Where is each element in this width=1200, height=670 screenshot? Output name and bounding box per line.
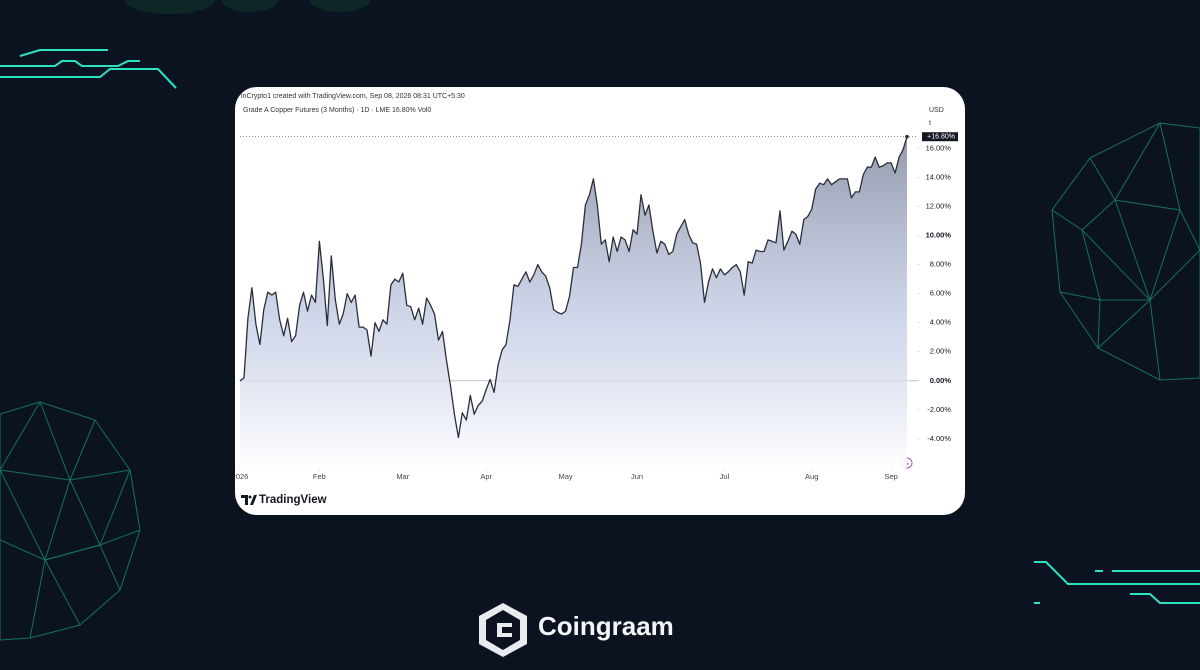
price-line xyxy=(239,136,908,439)
x-tick-label: Mar xyxy=(396,472,409,481)
x-tick-label: 2026 xyxy=(232,472,249,481)
provider-name: TradingView xyxy=(259,494,327,506)
polyhedron-left xyxy=(0,400,141,641)
circuit-right xyxy=(1034,561,1200,604)
circuit-left xyxy=(0,49,177,89)
top-decoration xyxy=(125,0,370,14)
y-tick-label: 10.00% xyxy=(926,231,952,240)
y-tick-label: -2.00% xyxy=(927,405,951,414)
y-tick-label: -4.00% xyxy=(927,434,951,443)
y-tick-label: 4.00% xyxy=(930,318,952,327)
last-point xyxy=(905,134,909,139)
x-tick-label: Feb xyxy=(313,472,326,481)
x-tick-label: Apr xyxy=(480,472,492,481)
y-tick-label: 0.00% xyxy=(930,376,952,385)
last-value-tag xyxy=(922,132,958,142)
x-tick-label: Jun xyxy=(631,472,643,481)
y-tick-label: 2.00% xyxy=(930,347,952,356)
y-tick-label: 14.00% xyxy=(926,172,952,181)
provider-logo: TradingView xyxy=(241,494,327,506)
chart-area: inCrypto1 created with TradingView.com, … xyxy=(232,93,958,506)
x-tick-label: Aug xyxy=(805,472,818,481)
unit: t xyxy=(929,120,931,127)
brand-name: Coingraam xyxy=(538,611,674,641)
x-tick-label: Sep xyxy=(884,472,897,481)
brand-logo: Coingraam xyxy=(479,603,674,657)
area-fill xyxy=(240,136,907,468)
y-tick-label: 6.00% xyxy=(930,289,952,298)
x-tick-label: May xyxy=(558,472,572,481)
attribution: inCrypto1 created with TradingView.com, … xyxy=(241,93,465,100)
last-value-label: +16.80% xyxy=(927,134,955,141)
polyhedron-right xyxy=(1051,121,1200,381)
y-tick-label: 8.00% xyxy=(930,260,952,269)
y-tick-label: 16.00% xyxy=(926,143,952,152)
x-tick-label: Jul xyxy=(720,472,730,481)
legend: Grade A Copper Futures (3 Months) · 1D ·… xyxy=(243,107,431,114)
y-tick-label: 12.00% xyxy=(926,201,952,210)
currency: USD xyxy=(929,107,944,114)
